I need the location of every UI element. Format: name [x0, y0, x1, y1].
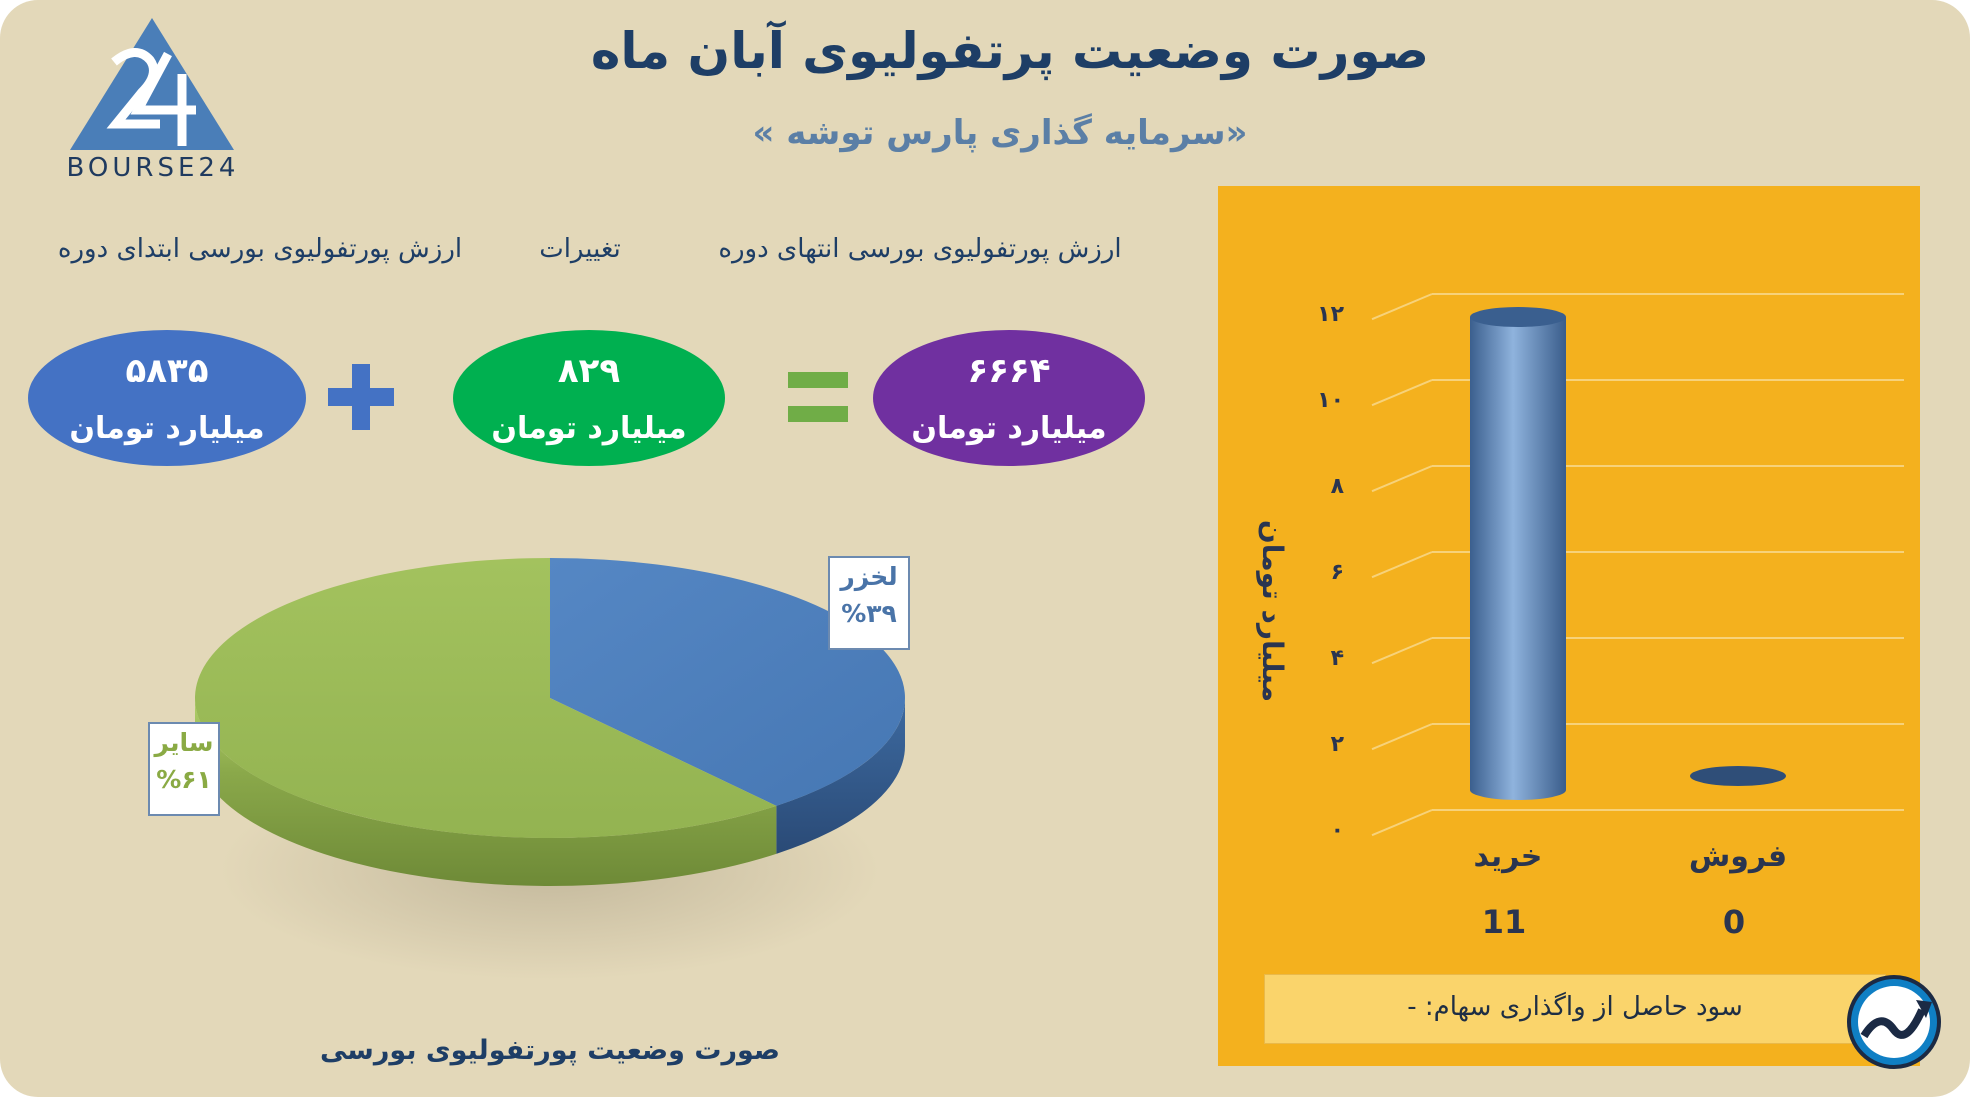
bar-buy-cap [1470, 307, 1566, 327]
bar-y-axis-label: میلیارد تومان [1256, 520, 1289, 702]
change-label: تغییرات [539, 234, 621, 264]
sale-profit-box: سود حاصل از واگذاری سهام: - [1264, 974, 1886, 1044]
change-value-oval: ۸۲۹ میلیارد تومان [453, 330, 725, 466]
pie-label-lkhazar: لخزر %۳۹ [828, 556, 910, 650]
start-unit: میلیارد تومان [69, 410, 265, 446]
pie-slice-other-side [195, 698, 777, 886]
end-value-oval: ۶۶۶۴ میلیارد تومان [873, 330, 1145, 466]
bar-y-tick-label: ۴ [1331, 646, 1344, 671]
pie-label-other: سایر %۶۱ [148, 722, 220, 816]
bar-gridline-side [1371, 723, 1433, 751]
pie-slice-lkhazar [550, 558, 905, 806]
bar-value-label: 11 [1482, 903, 1527, 941]
bar-value-label: 0 [1723, 903, 1745, 941]
bar-y-tick-label: ۰ [1331, 818, 1344, 843]
pie-slice-lkhazar-side [776, 698, 905, 854]
buy-sell-chart-panel [1218, 186, 1920, 1066]
bar-gridline-side [1371, 551, 1433, 579]
bar-sell [1690, 766, 1786, 786]
pie-label-other-value: %۶۱ [156, 765, 212, 794]
bar-gridline-side [1371, 379, 1433, 407]
buy-sell-bar-chart: ۰ ۲ ۴ ۶ ۸ ۱۰ ۱۲ خرید 11 فروش 0 میلیارد تومان [1256, 293, 1904, 941]
bar-gridline-side [1371, 465, 1433, 493]
page-subtitle: «سرمایه گذاری پارس توشه » [752, 113, 1248, 153]
change-unit: میلیارد تومان [491, 410, 687, 446]
end-unit: میلیارد تومان [911, 410, 1107, 446]
pie-slice-other [194, 558, 777, 838]
bar-y-tick-label: ۱۰ [1317, 388, 1344, 413]
change-value: ۸۲۹ [557, 350, 621, 391]
start-value-label: ارزش پورتفولیوی بورسی ابتدای دوره [57, 234, 463, 264]
bar-gridline-side [1371, 809, 1433, 837]
equals-icon [788, 372, 848, 424]
plus-icon [328, 364, 394, 430]
bar-category-label: خرید [1474, 839, 1543, 874]
bar-category-label: فروش [1689, 839, 1787, 874]
bar-gridline-side [1371, 293, 1433, 321]
start-value: ۵۸۳۵ [125, 350, 209, 391]
trend-up-icon [1847, 975, 1941, 1069]
pie-label-lkhazar-value: %۳۹ [841, 599, 897, 628]
portfolio-pie-chart [194, 558, 905, 980]
bar-gridline-side [1371, 637, 1433, 665]
page-title: صورت وضعیت پرتفولیوی آبان ماه [590, 22, 1430, 80]
pie-label-lkhazar-name: لخزر [840, 562, 898, 591]
bar-y-tick-label: ۱۲ [1317, 302, 1344, 327]
start-value-oval: ۵۸۳۵ میلیارد تومان [28, 330, 306, 466]
pie-chart-title: صورت وضعیت پورتفولیوی بورسی [319, 1035, 781, 1066]
bar-y-tick-label: ۸ [1331, 474, 1345, 499]
pie-label-other-name: سایر [154, 728, 214, 757]
bar-y-tick-label: ۶ [1331, 560, 1344, 585]
end-value: ۶۶۶۴ [967, 350, 1051, 391]
bourse24-logo [70, 18, 234, 150]
bar-y-tick-label: ۲ [1331, 732, 1345, 757]
end-value-label: ارزش پورتفولیوی بورسی انتهای دوره [718, 234, 1122, 264]
bar-buy [1470, 317, 1566, 800]
brand-name: BOURSE24 [66, 153, 240, 183]
